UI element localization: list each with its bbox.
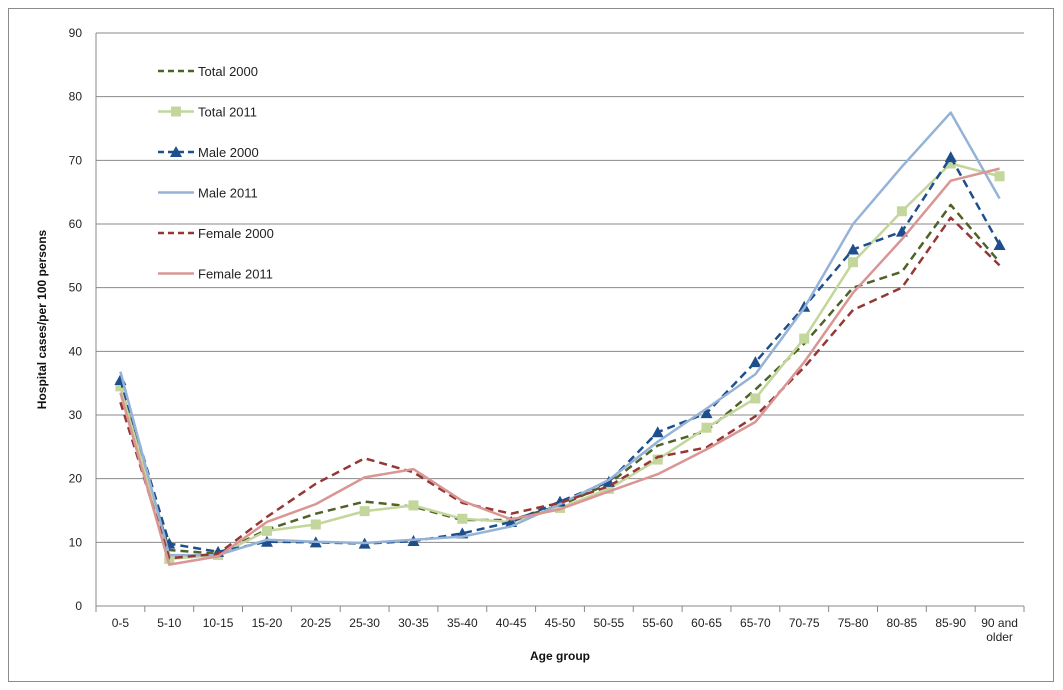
x-tick-label: 5-10 (157, 616, 181, 630)
y-tick-label: 0 (75, 599, 82, 613)
legend-label: Total 2011 (198, 105, 257, 120)
legend-marker (170, 146, 182, 157)
legend-label: Total 2000 (198, 64, 258, 79)
data-point (749, 356, 762, 368)
series-line-female-2011 (119, 167, 1000, 566)
data-point (848, 257, 859, 268)
data-point (994, 171, 1005, 182)
x-tick-label: 40-45 (496, 616, 527, 630)
x-axis-title: Age group (530, 649, 590, 663)
data-point (261, 525, 272, 536)
x-tick-label: 50-55 (593, 616, 624, 630)
x-tick-label: 70-75 (789, 616, 820, 630)
x-tick-label: 90 and (981, 616, 1018, 630)
data-point (359, 506, 370, 517)
y-tick-label: 30 (69, 408, 83, 422)
data-point (993, 239, 1006, 251)
data-point (651, 426, 664, 438)
x-tick-label: 15-20 (252, 616, 283, 630)
x-tick-label: 25-30 (349, 616, 380, 630)
chart-frame (8, 8, 1054, 682)
y-tick-label: 50 (69, 281, 83, 295)
legend-label: Male 2011 (198, 186, 258, 201)
x-tick-label: 35-40 (447, 616, 478, 630)
x-tick-label: 75-80 (838, 616, 869, 630)
series-line-female-2000 (119, 216, 1001, 560)
x-tick-label: 80-85 (887, 616, 918, 630)
legend-label: Female 2000 (198, 226, 274, 241)
data-point (896, 206, 907, 217)
x-tick-label: 10-15 (203, 616, 234, 630)
data-point (799, 333, 810, 344)
x-tick-label: 60-65 (691, 616, 722, 630)
y-tick-label: 60 (69, 217, 83, 231)
y-tick-label: 80 (69, 90, 83, 104)
x-tick-label: 0-5 (112, 616, 130, 630)
data-point (944, 151, 957, 163)
y-tick-label: 20 (69, 472, 83, 486)
legend-label: Female 2011 (198, 267, 273, 282)
data-point (310, 519, 321, 530)
y-tick-label: 90 (69, 26, 83, 40)
data-point (700, 407, 713, 419)
data-point (750, 393, 761, 404)
x-tick-label-continued: older (986, 630, 1013, 644)
series-line-male-2000 (119, 155, 1001, 554)
data-point (945, 158, 956, 169)
data-point (847, 243, 860, 255)
y-tick-label: 10 (69, 535, 83, 549)
x-tick-label: 85-90 (935, 616, 966, 630)
data-point (408, 500, 419, 511)
x-tick-label: 45-50 (545, 616, 576, 630)
series-line-male-2011 (119, 111, 1001, 557)
x-tick-label: 30-35 (398, 616, 429, 630)
y-axis-title: Hospital cases/per 100 persons (35, 229, 49, 409)
data-point (603, 483, 614, 494)
data-point (115, 381, 126, 392)
data-point (260, 535, 273, 547)
data-point (457, 513, 468, 524)
legend-label: Male 2000 (198, 145, 259, 160)
data-point (701, 422, 712, 433)
x-tick-label: 20-25 (300, 616, 331, 630)
data-point (652, 454, 663, 465)
y-tick-label: 40 (69, 344, 83, 358)
x-tick-label: 55-60 (642, 616, 673, 630)
y-tick-label: 70 (69, 153, 83, 167)
legend-marker (171, 106, 181, 117)
x-tick-label: 65-70 (740, 616, 771, 630)
